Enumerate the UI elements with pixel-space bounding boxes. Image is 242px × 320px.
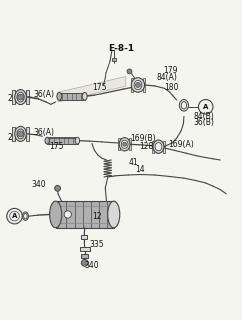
Bar <box>60 93 85 100</box>
Text: 128: 128 <box>139 142 153 151</box>
Text: A: A <box>203 104 208 110</box>
Ellipse shape <box>134 80 142 90</box>
Text: 335: 335 <box>90 240 104 249</box>
Text: 84(A): 84(A) <box>156 73 177 82</box>
Ellipse shape <box>75 137 80 144</box>
Text: 12: 12 <box>92 212 101 221</box>
Text: 41: 41 <box>128 158 138 167</box>
Circle shape <box>64 211 71 218</box>
Bar <box>12 127 15 141</box>
Text: A: A <box>12 213 17 219</box>
Text: 169(B): 169(B) <box>131 134 156 143</box>
Bar <box>80 247 90 251</box>
Text: 340: 340 <box>31 180 46 189</box>
Text: 14: 14 <box>136 165 145 174</box>
Ellipse shape <box>24 213 27 219</box>
Ellipse shape <box>181 102 187 109</box>
Text: 180: 180 <box>165 83 179 92</box>
Ellipse shape <box>155 143 162 151</box>
Text: E-8-1: E-8-1 <box>108 44 134 53</box>
Bar <box>118 138 120 150</box>
Text: 2: 2 <box>7 132 12 141</box>
Ellipse shape <box>15 90 26 105</box>
Text: 36(B): 36(B) <box>194 118 214 127</box>
Bar <box>81 235 87 239</box>
Ellipse shape <box>108 201 120 228</box>
Ellipse shape <box>121 140 128 148</box>
Circle shape <box>127 69 132 74</box>
Text: 169(A): 169(A) <box>168 140 194 149</box>
Circle shape <box>136 83 140 87</box>
Bar <box>112 58 116 61</box>
Circle shape <box>198 100 213 114</box>
Bar <box>131 78 133 92</box>
Text: 36(A): 36(A) <box>34 128 55 137</box>
Circle shape <box>123 142 127 146</box>
Ellipse shape <box>15 126 26 141</box>
Text: 2: 2 <box>7 94 12 103</box>
Ellipse shape <box>82 92 87 100</box>
Ellipse shape <box>57 92 62 100</box>
Bar <box>81 254 88 258</box>
Text: 179: 179 <box>163 66 178 75</box>
Bar <box>26 90 29 104</box>
Ellipse shape <box>17 129 24 139</box>
Bar <box>163 140 165 153</box>
Bar <box>56 201 114 228</box>
Ellipse shape <box>153 140 164 153</box>
Ellipse shape <box>45 137 49 144</box>
Polygon shape <box>58 76 126 102</box>
Ellipse shape <box>119 138 130 151</box>
Ellipse shape <box>50 201 62 228</box>
Bar <box>152 140 154 153</box>
Ellipse shape <box>22 212 29 220</box>
Circle shape <box>18 94 23 100</box>
Text: 340: 340 <box>85 261 99 270</box>
Circle shape <box>7 208 22 224</box>
Text: 175: 175 <box>92 83 106 92</box>
Bar <box>12 90 15 104</box>
Bar <box>143 78 145 92</box>
Circle shape <box>81 260 88 266</box>
Ellipse shape <box>131 78 145 92</box>
Ellipse shape <box>17 92 24 102</box>
Text: 175: 175 <box>50 142 64 151</box>
Circle shape <box>55 185 60 191</box>
Text: 36(A): 36(A) <box>34 90 55 99</box>
Circle shape <box>18 131 23 137</box>
Ellipse shape <box>179 100 189 111</box>
Text: 84(B): 84(B) <box>194 112 214 121</box>
Bar <box>26 127 29 141</box>
Bar <box>47 138 78 144</box>
Bar <box>129 138 131 150</box>
